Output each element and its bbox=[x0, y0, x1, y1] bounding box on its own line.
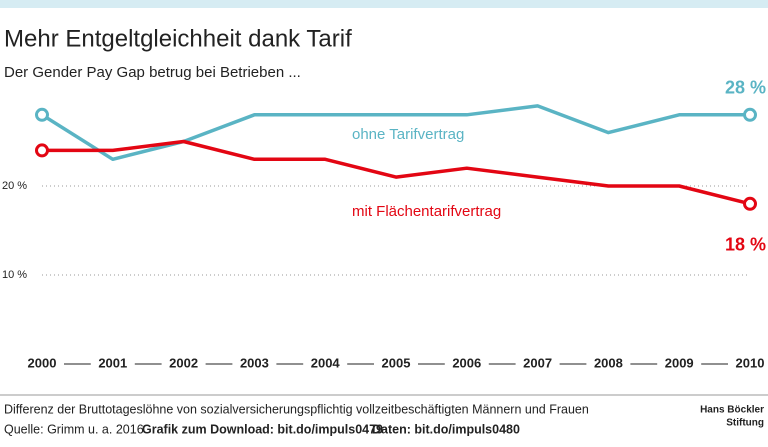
chart-subtitle: Der Gender Pay Gap betrug bei Betrieben … bbox=[4, 64, 301, 81]
value-label: 18 % bbox=[725, 235, 766, 255]
x-tick-label: 2002 bbox=[169, 355, 198, 370]
x-tick-label: 2004 bbox=[311, 355, 341, 370]
logo: Stiftung bbox=[726, 418, 764, 429]
data-link: Daten: bit.do/impuls0480 bbox=[372, 422, 520, 436]
top-band bbox=[0, 0, 768, 8]
chart-title: Mehr Entgeltgleichheit dank Tarif bbox=[4, 25, 352, 52]
end-marker bbox=[35, 107, 49, 122]
x-tick-label: 2009 bbox=[665, 355, 694, 370]
x-tick-label: 2003 bbox=[240, 355, 269, 370]
x-tick-label: 2007 bbox=[523, 355, 552, 370]
line bbox=[41, 104, 750, 162]
logo: Hans Böckler bbox=[700, 405, 764, 416]
download-link: Grafik zum Download: bit.do/impuls0479 bbox=[142, 422, 383, 436]
note: Differenz der Bruttotageslöhne von sozia… bbox=[4, 402, 589, 416]
x-tick-label: 2000 bbox=[28, 355, 57, 370]
source: Quelle: Grimm u. a. 2016 bbox=[4, 422, 144, 436]
end-marker bbox=[743, 196, 757, 211]
y-tick-label: 20 % bbox=[2, 180, 27, 192]
x-tick-label: 2008 bbox=[594, 355, 623, 370]
y-tick-label: 10 % bbox=[2, 269, 27, 281]
x-tick-label: 2010 bbox=[736, 355, 765, 370]
series-label: ohne Tarifvertrag bbox=[352, 126, 464, 143]
x-tick-label: 2005 bbox=[382, 355, 411, 370]
x-tick-label: 2006 bbox=[452, 355, 481, 370]
x-tick-label: 2001 bbox=[98, 355, 127, 370]
series-label: mit Flächentarifvertrag bbox=[352, 203, 501, 220]
value-label: 28 % bbox=[725, 78, 766, 98]
end-marker bbox=[743, 107, 757, 122]
end-marker bbox=[35, 143, 49, 158]
line bbox=[42, 139, 751, 206]
